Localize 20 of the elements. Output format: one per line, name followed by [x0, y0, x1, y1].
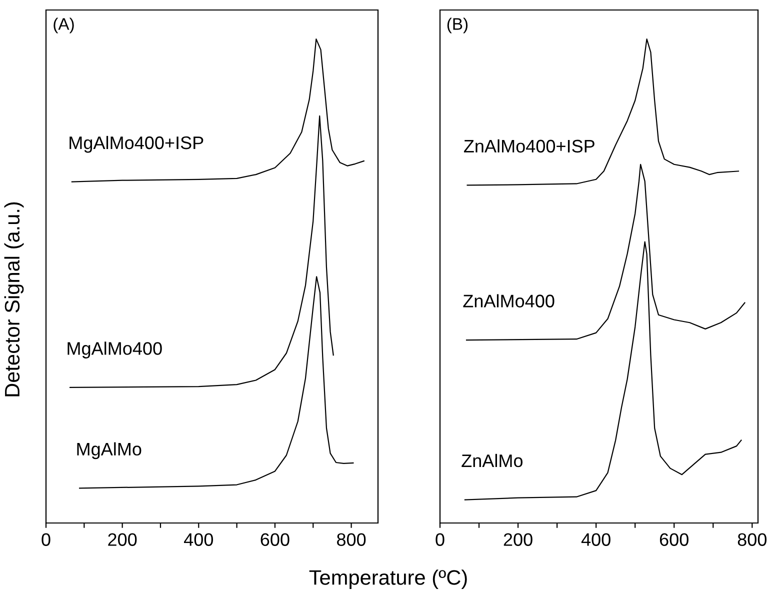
x-tick-label: 200 — [504, 533, 532, 546]
series-label: MgAlMo400 — [68, 342, 162, 358]
series-label: ZnAlMo400+ISP — [464, 139, 594, 153]
x-tick-label: 400 — [581, 533, 610, 546]
x-tick-label: 0 — [42, 533, 50, 546]
y-axis-title: Detector Signal (a.u.) — [4, 202, 24, 396]
x-tick-label: 0 — [436, 533, 444, 546]
x-tick-label: 800 — [738, 533, 767, 546]
text: (B) — [447, 18, 468, 34]
x-axis-title: Temperature (ºC) — [309, 570, 467, 589]
text: (A) — [54, 18, 74, 34]
series-label: ZnAlMo — [462, 454, 523, 468]
series-label: ZnAlMo400 — [463, 294, 554, 308]
x-tick-label: 800 — [337, 533, 366, 546]
series-label: MgAlMo — [77, 442, 142, 460]
x-tick-label: 400 — [184, 533, 213, 546]
x-tick-label: 200 — [108, 533, 137, 546]
x-tick-label: 600 — [660, 533, 688, 546]
series-label: MgAlMo400+ISP — [70, 136, 204, 153]
x-tick-label: 600 — [260, 533, 290, 546]
